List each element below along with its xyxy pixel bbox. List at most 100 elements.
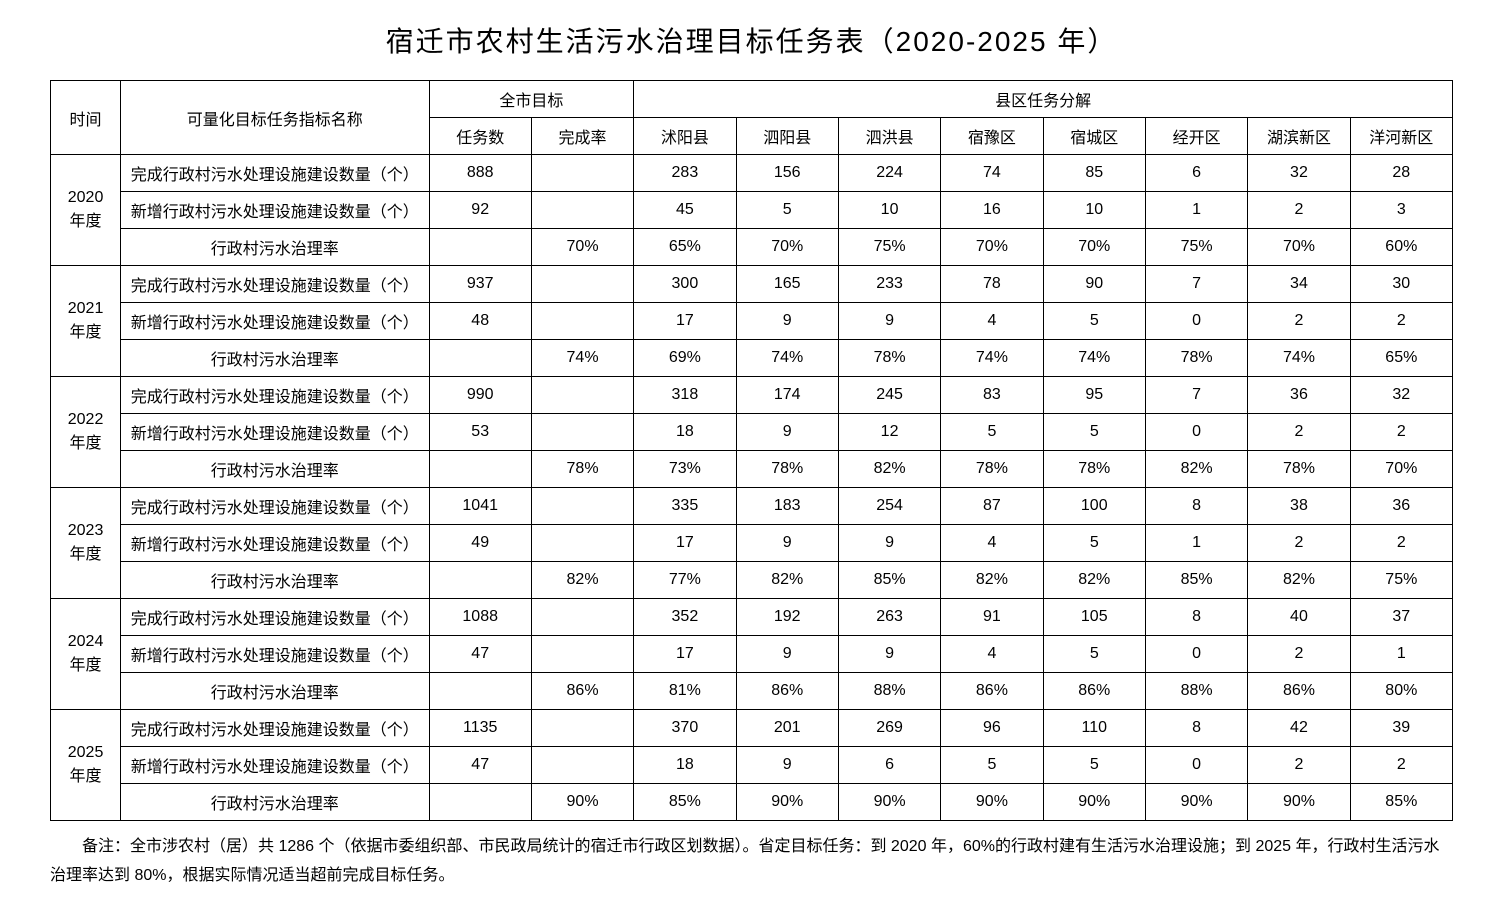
value-cell: 86% xyxy=(1043,673,1145,710)
value-cell: 83 xyxy=(941,377,1043,414)
value-cell: 2 xyxy=(1248,747,1350,784)
value-cell: 86% xyxy=(1248,673,1350,710)
task-count-cell xyxy=(429,451,531,488)
value-cell: 90% xyxy=(1145,784,1247,821)
header-county-5: 经开区 xyxy=(1145,118,1247,155)
value-cell: 78% xyxy=(941,451,1043,488)
table-row: 新增行政村污水处理设施建设数量（个）48179945022 xyxy=(51,303,1453,340)
indicator-cell: 完成行政村污水处理设施建设数量（个） xyxy=(121,377,429,414)
value-cell: 105 xyxy=(1043,599,1145,636)
value-cell: 70% xyxy=(941,229,1043,266)
year-cell: 2024年度 xyxy=(51,599,121,710)
value-cell: 96 xyxy=(941,710,1043,747)
value-cell: 5 xyxy=(941,414,1043,451)
task-count-cell xyxy=(429,562,531,599)
value-cell: 10 xyxy=(838,192,940,229)
value-cell: 73% xyxy=(634,451,736,488)
value-cell: 10 xyxy=(1043,192,1145,229)
value-cell: 88% xyxy=(1145,673,1247,710)
completion-rate-cell: 74% xyxy=(531,340,633,377)
value-cell: 39 xyxy=(1350,710,1452,747)
value-cell: 1 xyxy=(1145,192,1247,229)
value-cell: 17 xyxy=(634,525,736,562)
value-cell: 36 xyxy=(1248,377,1350,414)
task-count-cell xyxy=(429,340,531,377)
value-cell: 165 xyxy=(736,266,838,303)
value-cell: 156 xyxy=(736,155,838,192)
value-cell: 85% xyxy=(838,562,940,599)
value-cell: 8 xyxy=(1145,488,1247,525)
value-cell: 7 xyxy=(1145,266,1247,303)
table-row: 行政村污水治理率86%81%86%88%86%86%88%86%80% xyxy=(51,673,1453,710)
value-cell: 5 xyxy=(1043,747,1145,784)
header-task-count: 任务数 xyxy=(429,118,531,155)
completion-rate-cell xyxy=(531,414,633,451)
value-cell: 9 xyxy=(838,636,940,673)
value-cell: 300 xyxy=(634,266,736,303)
value-cell: 245 xyxy=(838,377,940,414)
value-cell: 2 xyxy=(1350,747,1452,784)
completion-rate-cell: 78% xyxy=(531,451,633,488)
value-cell: 82% xyxy=(1145,451,1247,488)
value-cell: 82% xyxy=(1043,562,1145,599)
header-county-breakdown: 县区任务分解 xyxy=(634,81,1453,118)
table-row: 2023年度完成行政村污水处理设施建设数量（个）1041335183254871… xyxy=(51,488,1453,525)
value-cell: 2 xyxy=(1350,525,1452,562)
task-count-cell: 92 xyxy=(429,192,531,229)
value-cell: 4 xyxy=(941,525,1043,562)
value-cell: 6 xyxy=(1145,155,1247,192)
value-cell: 7 xyxy=(1145,377,1247,414)
completion-rate-cell: 70% xyxy=(531,229,633,266)
value-cell: 78% xyxy=(838,340,940,377)
table-row: 行政村污水治理率82%77%82%85%82%82%85%82%75% xyxy=(51,562,1453,599)
header-county-3: 宿豫区 xyxy=(941,118,1043,155)
value-cell: 78 xyxy=(941,266,1043,303)
year-cell: 2022年度 xyxy=(51,377,121,488)
indicator-cell: 行政村污水治理率 xyxy=(121,673,429,710)
value-cell: 70% xyxy=(1248,229,1350,266)
completion-rate-cell xyxy=(531,525,633,562)
completion-rate-cell xyxy=(531,377,633,414)
value-cell: 82% xyxy=(941,562,1043,599)
task-count-cell xyxy=(429,673,531,710)
value-cell: 0 xyxy=(1145,414,1247,451)
header-completion-rate: 完成率 xyxy=(531,118,633,155)
value-cell: 90% xyxy=(1248,784,1350,821)
value-cell: 70% xyxy=(1043,229,1145,266)
value-cell: 78% xyxy=(1043,451,1145,488)
value-cell: 87 xyxy=(941,488,1043,525)
completion-rate-cell xyxy=(531,599,633,636)
value-cell: 17 xyxy=(634,303,736,340)
task-count-cell: 49 xyxy=(429,525,531,562)
indicator-cell: 行政村污水治理率 xyxy=(121,340,429,377)
value-cell: 370 xyxy=(634,710,736,747)
indicator-cell: 完成行政村污水处理设施建设数量（个） xyxy=(121,266,429,303)
value-cell: 4 xyxy=(941,303,1043,340)
table-row: 新增行政村污水处理设施建设数量（个）92455101610123 xyxy=(51,192,1453,229)
value-cell: 318 xyxy=(634,377,736,414)
table-row: 行政村污水治理率70%65%70%75%70%70%75%70%60% xyxy=(51,229,1453,266)
value-cell: 74% xyxy=(941,340,1043,377)
value-cell: 2 xyxy=(1248,192,1350,229)
value-cell: 100 xyxy=(1043,488,1145,525)
value-cell: 9 xyxy=(736,636,838,673)
value-cell: 82% xyxy=(736,562,838,599)
value-cell: 3 xyxy=(1350,192,1452,229)
task-count-cell: 990 xyxy=(429,377,531,414)
completion-rate-cell xyxy=(531,488,633,525)
indicator-cell: 新增行政村污水处理设施建设数量（个） xyxy=(121,303,429,340)
value-cell: 5 xyxy=(1043,525,1145,562)
value-cell: 8 xyxy=(1145,599,1247,636)
value-cell: 69% xyxy=(634,340,736,377)
value-cell: 77% xyxy=(634,562,736,599)
value-cell: 75% xyxy=(1145,229,1247,266)
value-cell: 335 xyxy=(634,488,736,525)
value-cell: 85% xyxy=(1145,562,1247,599)
task-count-cell: 47 xyxy=(429,636,531,673)
indicator-cell: 完成行政村污水处理设施建设数量（个） xyxy=(121,488,429,525)
indicator-cell: 新增行政村污水处理设施建设数量（个） xyxy=(121,414,429,451)
task-count-cell: 53 xyxy=(429,414,531,451)
table-row: 行政村污水治理率90%85%90%90%90%90%90%90%85% xyxy=(51,784,1453,821)
header-indicator: 可量化目标任务指标名称 xyxy=(121,81,429,155)
value-cell: 78% xyxy=(736,451,838,488)
